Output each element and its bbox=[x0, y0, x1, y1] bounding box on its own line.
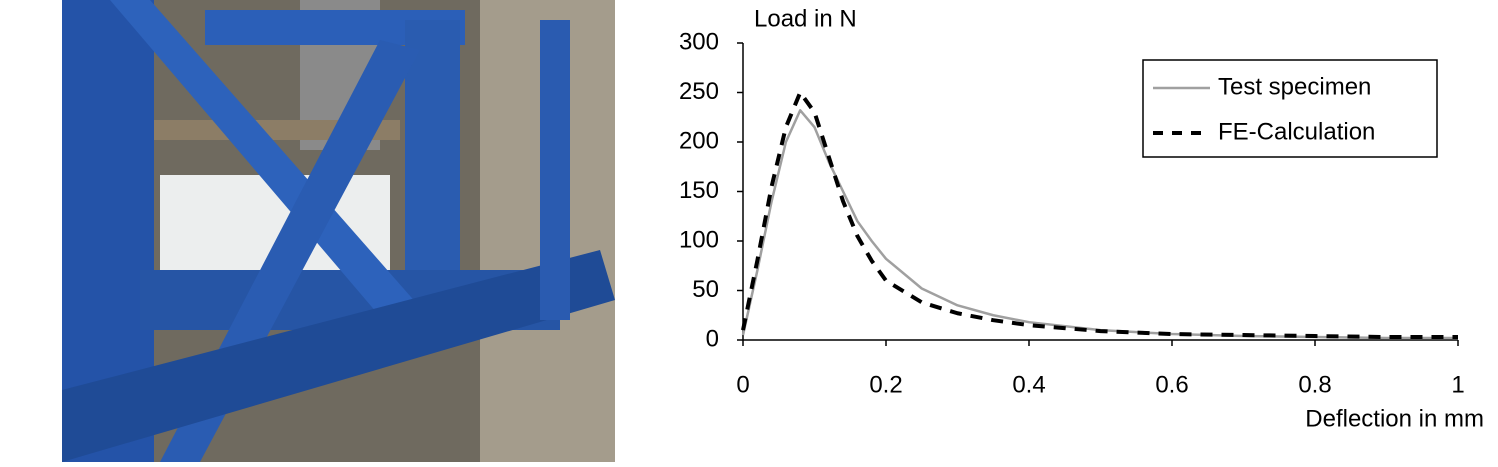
x-tick-label: 0.8 bbox=[1298, 371, 1331, 398]
y-tick-label: 100 bbox=[679, 226, 719, 253]
x-tick-label: 0.6 bbox=[1155, 371, 1188, 398]
legend-label: FE-Calculation bbox=[1218, 118, 1375, 145]
y-tick-label: 50 bbox=[692, 276, 719, 303]
x-tick-label: 0.2 bbox=[869, 371, 902, 398]
y-tick-label: 300 bbox=[679, 28, 719, 55]
legend-label: Test specimen bbox=[1218, 73, 1371, 100]
x-tick-label: 0.4 bbox=[1012, 371, 1045, 398]
frame-post-far bbox=[540, 20, 570, 320]
y-tick-label: 200 bbox=[679, 127, 719, 154]
y-tick-label: 0 bbox=[706, 325, 719, 352]
x-tick-label: 0 bbox=[736, 371, 749, 398]
legend bbox=[1142, 59, 1438, 158]
y-tick-label: 150 bbox=[679, 177, 719, 204]
test-rig-photo bbox=[62, 0, 615, 462]
series-line bbox=[741, 109, 1458, 340]
series-line bbox=[741, 90, 1458, 340]
y-tick-label: 250 bbox=[679, 78, 719, 105]
rail bbox=[62, 250, 615, 462]
y-axis-title: Load in N bbox=[754, 5, 857, 32]
diagonal-brace bbox=[110, 0, 440, 340]
x-axis-title: Deflection in mm bbox=[1305, 405, 1484, 432]
x-tick-label: 1 bbox=[1451, 371, 1464, 398]
